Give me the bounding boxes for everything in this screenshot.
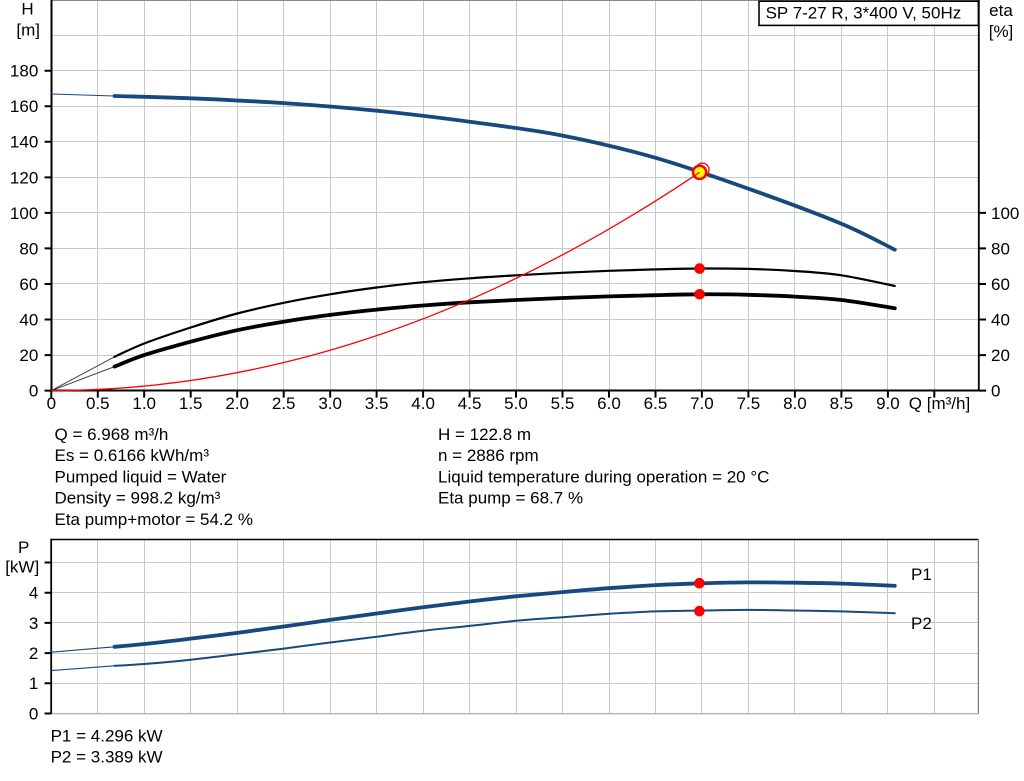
svg-text:3.5: 3.5 [365,394,389,413]
svg-text:40: 40 [19,310,38,329]
svg-text:2.0: 2.0 [225,394,249,413]
svg-text:Eta pump+motor = 54.2 %: Eta pump+motor = 54.2 % [55,510,253,529]
svg-text:0: 0 [47,394,56,413]
svg-text:4.5: 4.5 [458,394,482,413]
svg-text:4: 4 [29,584,38,603]
svg-text:n = 2886 rpm: n = 2886 rpm [438,446,539,465]
svg-text:P2: P2 [911,614,932,633]
svg-text:P1: P1 [911,565,932,584]
svg-text:3: 3 [29,614,38,633]
svg-text:8.5: 8.5 [830,394,854,413]
svg-text:60: 60 [19,275,38,294]
svg-text:100: 100 [991,204,1019,223]
svg-text:H = 122.8 m: H = 122.8 m [438,425,531,444]
svg-text:1.0: 1.0 [132,394,156,413]
svg-text:Q [m³/h]: Q [m³/h] [909,394,970,413]
svg-text:6.0: 6.0 [597,394,621,413]
svg-text:H: H [21,0,33,19]
svg-text:eta: eta [989,1,1013,20]
svg-text:[m]: [m] [16,21,40,40]
svg-text:5.0: 5.0 [504,394,528,413]
svg-text:120: 120 [10,168,38,187]
svg-text:0: 0 [991,382,1000,401]
svg-text:1.5: 1.5 [179,394,203,413]
svg-text:Liquid temperature during oper: Liquid temperature during operation = 20… [438,467,769,486]
svg-text:20: 20 [19,346,38,365]
svg-text:Q = 6.968 m³/h: Q = 6.968 m³/h [55,425,169,444]
svg-text:7.5: 7.5 [737,394,761,413]
svg-text:6.5: 6.5 [644,394,668,413]
svg-text:0.5: 0.5 [86,394,110,413]
svg-text:140: 140 [10,133,38,152]
svg-text:60: 60 [991,275,1010,294]
svg-text:20: 20 [991,346,1010,365]
svg-text:80: 80 [991,239,1010,258]
svg-text:180: 180 [10,62,38,81]
svg-text:Es = 0.6166 kWh/m³: Es = 0.6166 kWh/m³ [55,446,210,465]
svg-text:Eta pump = 68.7 %: Eta pump = 68.7 % [438,489,583,508]
svg-text:SP 7-27 R, 3*400 V, 50Hz: SP 7-27 R, 3*400 V, 50Hz [766,4,962,23]
svg-text:[kW]: [kW] [5,558,39,577]
svg-text:1: 1 [29,674,38,693]
svg-text:2.5: 2.5 [272,394,296,413]
svg-text:Density = 998.2 kg/m³: Density = 998.2 kg/m³ [55,489,221,508]
svg-text:0: 0 [29,704,38,723]
svg-text:7.0: 7.0 [690,394,714,413]
svg-text:5.5: 5.5 [551,394,575,413]
svg-text:4.0: 4.0 [411,394,435,413]
svg-text:P1 = 4.296 kW: P1 = 4.296 kW [51,726,163,745]
svg-text:160: 160 [10,97,38,116]
svg-text:3.0: 3.0 [318,394,342,413]
svg-text:40: 40 [991,310,1010,329]
svg-text:0: 0 [29,382,38,401]
svg-text:8.0: 8.0 [783,394,807,413]
svg-text:P: P [18,538,29,557]
svg-text:Pumped liquid = Water: Pumped liquid = Water [55,467,227,486]
svg-text:80: 80 [19,239,38,258]
svg-text:P2 = 3.389 kW: P2 = 3.389 kW [51,747,163,766]
svg-text:2: 2 [29,644,38,663]
svg-text:[%]: [%] [989,22,1014,41]
svg-text:9.0: 9.0 [876,394,900,413]
svg-text:100: 100 [10,204,38,223]
